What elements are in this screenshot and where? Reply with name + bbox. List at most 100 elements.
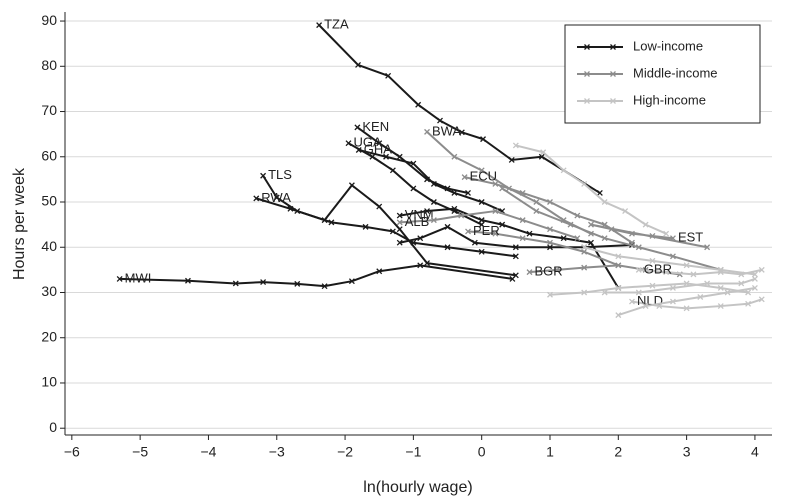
marker — [396, 219, 403, 226]
marker — [461, 174, 468, 181]
marker — [410, 160, 417, 167]
marker — [629, 298, 635, 305]
marker — [622, 208, 629, 215]
x-axis-title: ln(hourly wage) — [363, 479, 472, 496]
marker — [574, 212, 581, 219]
marker — [355, 147, 362, 153]
marker — [437, 117, 443, 124]
y-tick-label: 20 — [41, 328, 57, 344]
marker — [376, 140, 383, 147]
series-label: KEN — [362, 119, 389, 134]
x-tick-label: 3 — [683, 444, 691, 460]
marker — [669, 285, 676, 291]
marker — [690, 271, 697, 278]
series-label: PER — [473, 223, 500, 238]
series-line — [318, 24, 601, 194]
marker — [328, 219, 335, 226]
marker — [649, 232, 656, 239]
legend-label: Middle-income — [633, 65, 718, 80]
series-line — [119, 264, 513, 288]
marker — [465, 190, 471, 196]
marker — [553, 266, 560, 273]
series-label: ECU — [470, 169, 497, 184]
marker — [444, 223, 451, 230]
marker — [615, 312, 622, 319]
marker — [444, 244, 451, 251]
marker — [499, 221, 506, 228]
y-tick-label: 10 — [41, 374, 57, 390]
marker — [396, 212, 403, 219]
marker — [581, 264, 588, 271]
marker — [519, 217, 526, 224]
marker — [547, 244, 553, 251]
marker — [424, 128, 430, 135]
marker — [355, 61, 362, 68]
marker — [567, 221, 574, 228]
marker — [635, 289, 642, 296]
marker — [451, 190, 458, 196]
marker — [547, 291, 553, 298]
marker — [547, 239, 553, 246]
marker — [683, 305, 690, 312]
marker — [581, 180, 588, 187]
series-line — [399, 225, 633, 249]
marker — [629, 230, 635, 237]
series-label: UGA — [353, 135, 382, 150]
marker — [717, 266, 724, 273]
marker — [396, 239, 403, 246]
series-label: EST — [678, 230, 703, 245]
marker — [642, 221, 649, 228]
legend: Low-income Middle-income High-income — [564, 24, 761, 124]
marker — [581, 248, 588, 255]
series-line — [604, 277, 756, 294]
series-label: BGR — [535, 264, 563, 279]
marker — [615, 253, 622, 260]
marker — [547, 226, 553, 233]
marker — [649, 257, 656, 264]
marker — [635, 244, 642, 251]
marker — [560, 235, 567, 242]
marker — [478, 167, 485, 174]
marker — [260, 279, 267, 286]
marker — [184, 277, 191, 284]
marker — [581, 289, 588, 296]
marker — [608, 226, 615, 233]
marker — [615, 285, 622, 291]
x-tick-label: −3 — [269, 444, 285, 460]
axes: 0 10 20 30 40 50 60 70 80 90 −6 −5 −4 −3 −2 −1 0 1 2 3 4 — [41, 12, 772, 460]
x-tick-label: 1 — [546, 444, 554, 460]
series-label: ALB — [405, 214, 430, 229]
marker — [478, 221, 485, 228]
marker — [717, 285, 724, 291]
marker — [294, 280, 301, 287]
marker — [471, 239, 478, 246]
y-tick-label: 50 — [41, 193, 57, 209]
marker — [512, 253, 519, 260]
marker — [601, 235, 608, 242]
marker — [642, 303, 649, 310]
marker — [260, 172, 267, 179]
marker — [389, 228, 396, 235]
marker — [389, 167, 396, 174]
marker — [376, 203, 383, 210]
marker — [669, 298, 676, 305]
marker — [581, 244, 588, 251]
marker — [596, 190, 603, 196]
marker — [499, 185, 506, 192]
marker — [745, 289, 752, 296]
legend-label: Low-income — [633, 38, 703, 53]
series-line — [515, 144, 667, 235]
legend-marker — [610, 44, 616, 50]
marker — [758, 266, 765, 273]
marker — [430, 180, 437, 187]
x-tick-label: 2 — [614, 444, 622, 460]
marker — [424, 260, 430, 267]
marker — [478, 217, 485, 224]
marker — [451, 153, 458, 160]
y-tick-label: 0 — [49, 419, 57, 435]
marker — [492, 230, 499, 237]
marker — [509, 275, 516, 282]
marker — [396, 226, 403, 233]
